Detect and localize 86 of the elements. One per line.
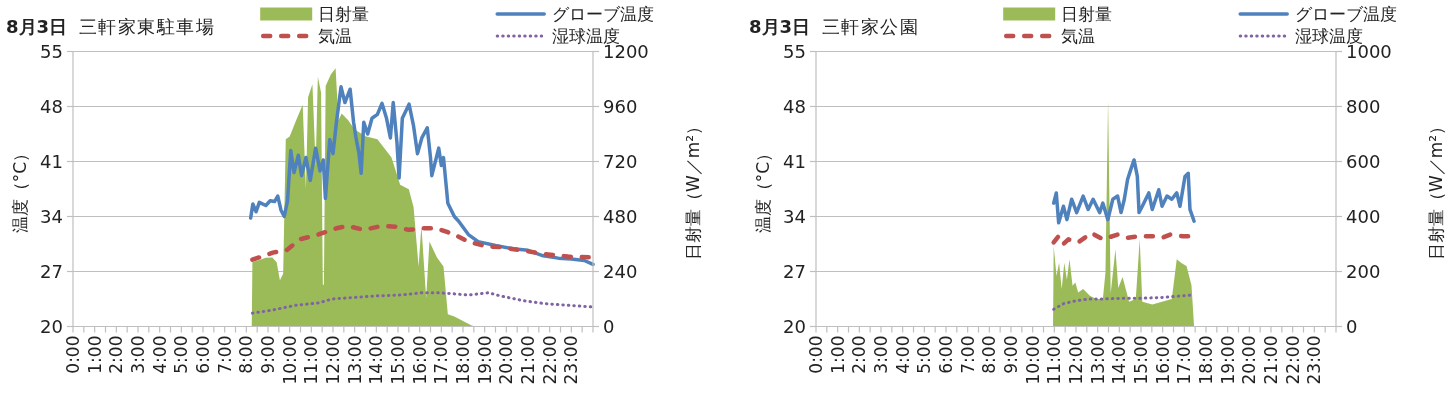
x-tick-label: 5:00 <box>914 335 935 374</box>
x-tick-label: 2:00 <box>106 335 127 374</box>
y2-tick-label: 600 <box>1346 151 1381 172</box>
y-axis-title: 温度（°C） <box>753 144 773 234</box>
x-tick-label: 5:00 <box>171 335 192 374</box>
x-tick-label: 14:00 <box>1109 335 1130 385</box>
x-tick-label: 21:00 <box>518 335 538 385</box>
y2-tick-label: 800 <box>1346 96 1381 117</box>
y2-tick-label: 0 <box>1346 316 1358 337</box>
x-tick-label: 19:00 <box>474 335 495 385</box>
x-tick-label: 22:00 <box>1282 335 1303 385</box>
y2-axis-title: 日射量（W／m²） <box>683 117 703 261</box>
legend-label: 日射量 <box>318 4 370 24</box>
x-tick-label: 17:00 <box>1174 335 1195 385</box>
x-tick-label: 0:00 <box>63 335 83 374</box>
y-tick-label: 55 <box>783 41 806 62</box>
x-tick-label: 8:00 <box>979 335 1000 374</box>
line-series <box>250 223 591 262</box>
x-tick-label: 15:00 <box>388 335 408 385</box>
y-axis-title: 温度（°C） <box>10 144 30 234</box>
x-tick-label: 23:00 <box>1304 335 1325 385</box>
x-tick-label: 21:00 <box>1261 335 1281 385</box>
x-tick-label: 1:00 <box>84 335 105 374</box>
x-tick-label: 16:00 <box>409 335 430 385</box>
x-tick-label: 7:00 <box>957 335 978 374</box>
line-series <box>250 291 593 315</box>
y-tick-label: 27 <box>40 261 63 282</box>
x-tick-label: 18:00 <box>1196 335 1216 385</box>
x-tick-label: 18:00 <box>453 335 473 385</box>
legend-label: グローブ温度 <box>552 4 655 24</box>
y2-tick-label: 200 <box>1346 261 1381 282</box>
legend-label: 気温 <box>318 26 353 46</box>
x-tick-label: 12:00 <box>1066 335 1086 385</box>
y-tick-label: 34 <box>783 206 806 227</box>
x-tick-label: 14:00 <box>366 335 387 385</box>
x-tick-label: 1:00 <box>827 335 848 374</box>
x-tick-label: 20:00 <box>1239 335 1260 385</box>
x-tick-label: 4:00 <box>149 335 170 374</box>
chart-title: 8月3日 三軒家公園 <box>749 16 920 37</box>
x-tick-label: 13:00 <box>1087 335 1108 385</box>
legend-label: グローブ温度 <box>1295 4 1398 24</box>
y-tick-label: 48 <box>40 96 63 117</box>
x-tick-label: 9:00 <box>1001 335 1021 374</box>
line-series <box>248 85 595 267</box>
x-tick-label: 4:00 <box>892 335 913 374</box>
legend-label: 日射量 <box>1061 4 1113 24</box>
y-tick-label: 41 <box>783 151 806 172</box>
x-tick-label: 7:00 <box>214 335 235 374</box>
y-tick-label: 55 <box>40 41 63 62</box>
chart-title: 8月3日 三軒家東駐車場 <box>6 16 216 37</box>
x-tick-label: 3:00 <box>128 335 148 374</box>
y-tick-label: 41 <box>40 151 63 172</box>
y-tick-label: 34 <box>40 206 63 227</box>
x-tick-label: 15:00 <box>1131 335 1151 385</box>
x-tick-label: 13:00 <box>344 335 365 385</box>
x-tick-label: 12:00 <box>323 335 343 385</box>
x-tick-label: 6:00 <box>193 335 213 374</box>
y-tick-label: 20 <box>783 316 806 337</box>
y-tick-label: 20 <box>40 316 63 337</box>
legend-label: 気温 <box>1061 26 1096 46</box>
y2-tick-label: 400 <box>1346 206 1381 227</box>
y2-tick-label: 480 <box>603 206 638 227</box>
y-tick-label: 48 <box>783 96 806 117</box>
x-tick-label: 16:00 <box>1152 335 1173 385</box>
y2-tick-label: 240 <box>603 261 638 282</box>
x-tick-label: 8:00 <box>236 335 257 374</box>
x-tick-label: 23:00 <box>561 335 582 385</box>
x-tick-label: 11:00 <box>301 335 322 385</box>
x-tick-label: 2:00 <box>849 335 870 374</box>
y-tick-label: 27 <box>783 261 806 282</box>
y2-tick-label: 0 <box>603 316 615 337</box>
x-tick-label: 17:00 <box>431 335 452 385</box>
line-series <box>1051 158 1196 225</box>
x-tick-label: 3:00 <box>871 335 891 374</box>
y2-axis-title: 日射量（W／m²） <box>1426 117 1446 261</box>
x-tick-label: 9:00 <box>258 335 278 374</box>
x-tick-label: 10:00 <box>1022 335 1043 385</box>
x-tick-label: 10:00 <box>279 335 300 385</box>
x-tick-label: 6:00 <box>936 335 956 374</box>
y2-tick-label: 960 <box>603 96 638 117</box>
x-tick-label: 19:00 <box>1217 335 1238 385</box>
x-tick-label: 22:00 <box>539 335 560 385</box>
x-tick-label: 20:00 <box>496 335 517 385</box>
x-tick-label: 11:00 <box>1044 335 1065 385</box>
y2-tick-label: 720 <box>603 151 638 172</box>
x-tick-label: 0:00 <box>806 335 826 374</box>
